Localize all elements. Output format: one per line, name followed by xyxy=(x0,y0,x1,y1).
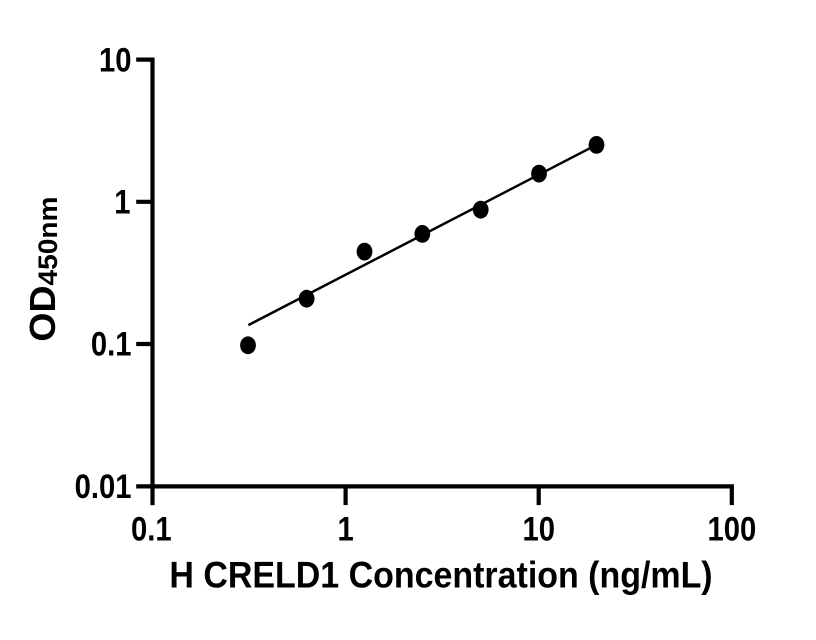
svg-text:1: 1 xyxy=(114,182,130,221)
svg-text:1: 1 xyxy=(337,510,353,549)
svg-text:10: 10 xyxy=(99,40,132,79)
svg-text:0.1: 0.1 xyxy=(91,325,132,364)
svg-text:H CRELD1 Concentration (ng/mL): H CRELD1 Concentration (ng/mL) xyxy=(169,554,712,596)
svg-text:0.01: 0.01 xyxy=(75,467,132,506)
svg-text:0.1: 0.1 xyxy=(131,510,172,549)
svg-text:10: 10 xyxy=(522,510,555,549)
svg-text:100: 100 xyxy=(708,510,757,549)
